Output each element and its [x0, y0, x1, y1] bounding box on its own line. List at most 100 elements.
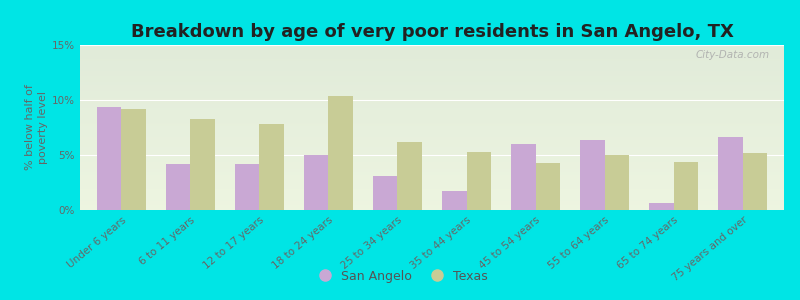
Bar	[80, 122, 784, 123]
Bar	[80, 72, 784, 73]
Bar	[80, 64, 784, 65]
Bar	[166, 164, 190, 210]
Bar	[511, 144, 535, 210]
Bar	[80, 162, 784, 163]
Bar	[80, 63, 784, 64]
Bar	[80, 157, 784, 158]
Bar	[80, 62, 784, 63]
Text: City-Data.com: City-Data.com	[696, 50, 770, 60]
Bar	[80, 84, 784, 85]
Bar	[442, 191, 466, 210]
Bar	[80, 143, 784, 144]
Bar	[80, 77, 784, 78]
Bar	[80, 51, 784, 52]
Bar	[80, 56, 784, 57]
Bar	[80, 82, 784, 83]
Bar	[80, 161, 784, 162]
Bar	[80, 202, 784, 203]
Bar	[80, 78, 784, 79]
Bar	[98, 106, 122, 210]
Bar	[80, 53, 784, 54]
Bar	[80, 141, 784, 142]
Bar	[80, 114, 784, 115]
Bar	[80, 120, 784, 121]
Bar	[80, 93, 784, 94]
Bar	[80, 81, 784, 82]
Bar	[80, 102, 784, 103]
Bar	[80, 58, 784, 59]
Bar	[80, 70, 784, 71]
Bar	[80, 155, 784, 156]
Bar	[80, 156, 784, 157]
Bar	[80, 67, 784, 68]
Bar	[80, 180, 784, 181]
Bar	[80, 71, 784, 72]
Bar	[580, 140, 605, 210]
Bar	[80, 187, 784, 188]
Bar	[80, 129, 784, 130]
Bar	[80, 50, 784, 51]
Bar	[80, 207, 784, 208]
Title: Breakdown by age of very poor residents in San Angelo, TX: Breakdown by age of very poor residents …	[130, 23, 734, 41]
Bar	[80, 190, 784, 191]
Bar	[80, 80, 784, 81]
Bar	[80, 106, 784, 107]
Bar	[80, 150, 784, 151]
Bar	[718, 137, 742, 210]
Y-axis label: % below half of
poverty level: % below half of poverty level	[25, 85, 48, 170]
Bar	[80, 179, 784, 180]
Bar	[80, 88, 784, 89]
Bar	[80, 115, 784, 116]
Bar	[80, 97, 784, 98]
Bar	[80, 186, 784, 187]
Bar	[80, 172, 784, 173]
Bar	[80, 111, 784, 112]
Bar	[80, 152, 784, 153]
Bar	[80, 139, 784, 140]
Bar	[80, 46, 784, 47]
Bar	[80, 85, 784, 86]
Bar	[80, 140, 784, 141]
Bar	[80, 118, 784, 119]
Legend: San Angelo, Texas: San Angelo, Texas	[307, 265, 493, 288]
Bar	[80, 181, 784, 182]
Bar	[80, 142, 784, 143]
Bar	[80, 107, 784, 108]
Bar	[80, 205, 784, 206]
Bar	[80, 76, 784, 77]
Bar	[80, 160, 784, 161]
Bar	[190, 119, 214, 210]
Bar	[80, 192, 784, 193]
Bar	[80, 169, 784, 170]
Bar	[80, 126, 784, 127]
Bar	[80, 158, 784, 159]
Bar	[80, 166, 784, 167]
Bar	[80, 175, 784, 176]
Bar	[80, 127, 784, 128]
Bar	[80, 145, 784, 146]
Bar	[80, 73, 784, 74]
Bar	[374, 176, 398, 210]
Bar	[80, 109, 784, 110]
Bar	[80, 163, 784, 164]
Bar	[80, 202, 784, 203]
Bar	[80, 57, 784, 58]
Bar	[80, 165, 784, 166]
Bar	[80, 123, 784, 124]
Bar	[80, 193, 784, 194]
Bar	[80, 45, 784, 46]
Bar	[80, 197, 784, 198]
Bar	[80, 178, 784, 179]
Bar	[80, 195, 784, 196]
Bar	[80, 112, 784, 113]
Bar	[80, 99, 784, 100]
Bar	[80, 174, 784, 175]
Bar	[304, 155, 329, 210]
Bar	[80, 74, 784, 75]
Bar	[80, 124, 784, 125]
Bar	[80, 117, 784, 118]
Bar	[80, 101, 784, 102]
Bar	[80, 69, 784, 70]
Bar	[80, 52, 784, 53]
Bar	[80, 134, 784, 135]
